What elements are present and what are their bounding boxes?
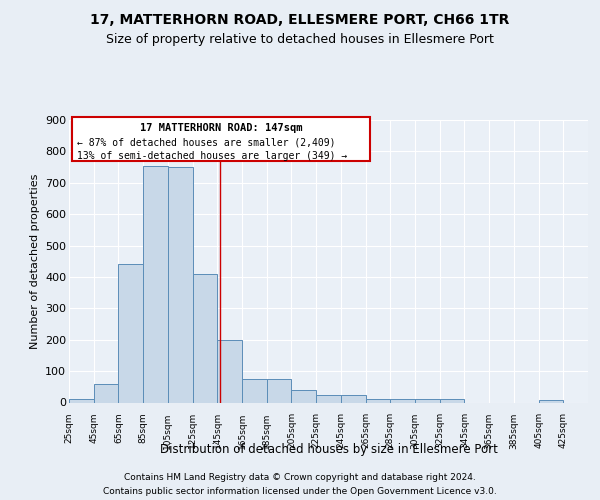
Bar — [365, 400, 390, 402]
Bar — [415, 400, 440, 402]
Bar — [69, 400, 94, 402]
Bar — [539, 400, 563, 402]
Bar — [217, 340, 242, 402]
Bar — [292, 390, 316, 402]
Y-axis label: Number of detached properties: Number of detached properties — [29, 174, 40, 349]
Bar — [143, 166, 168, 402]
Text: 13% of semi-detached houses are larger (349) →: 13% of semi-detached houses are larger (… — [77, 150, 347, 160]
Bar — [316, 394, 341, 402]
Bar — [390, 400, 415, 402]
Text: 17 MATTERHORN ROAD: 147sqm: 17 MATTERHORN ROAD: 147sqm — [140, 123, 302, 133]
Bar — [118, 264, 143, 402]
Bar — [94, 384, 118, 402]
Text: ← 87% of detached houses are smaller (2,409): ← 87% of detached houses are smaller (2,… — [77, 138, 335, 147]
Bar — [168, 167, 193, 402]
Text: Distribution of detached houses by size in Ellesmere Port: Distribution of detached houses by size … — [160, 442, 498, 456]
Text: 17, MATTERHORN ROAD, ELLESMERE PORT, CH66 1TR: 17, MATTERHORN ROAD, ELLESMERE PORT, CH6… — [91, 12, 509, 26]
Text: Contains public sector information licensed under the Open Government Licence v3: Contains public sector information licen… — [103, 488, 497, 496]
FancyBboxPatch shape — [71, 117, 370, 161]
Text: Contains HM Land Registry data © Crown copyright and database right 2024.: Contains HM Land Registry data © Crown c… — [124, 472, 476, 482]
Bar — [267, 379, 292, 402]
Bar — [341, 394, 365, 402]
Bar — [193, 274, 217, 402]
Bar — [242, 379, 267, 402]
Text: Size of property relative to detached houses in Ellesmere Port: Size of property relative to detached ho… — [106, 32, 494, 46]
Bar — [440, 400, 464, 402]
